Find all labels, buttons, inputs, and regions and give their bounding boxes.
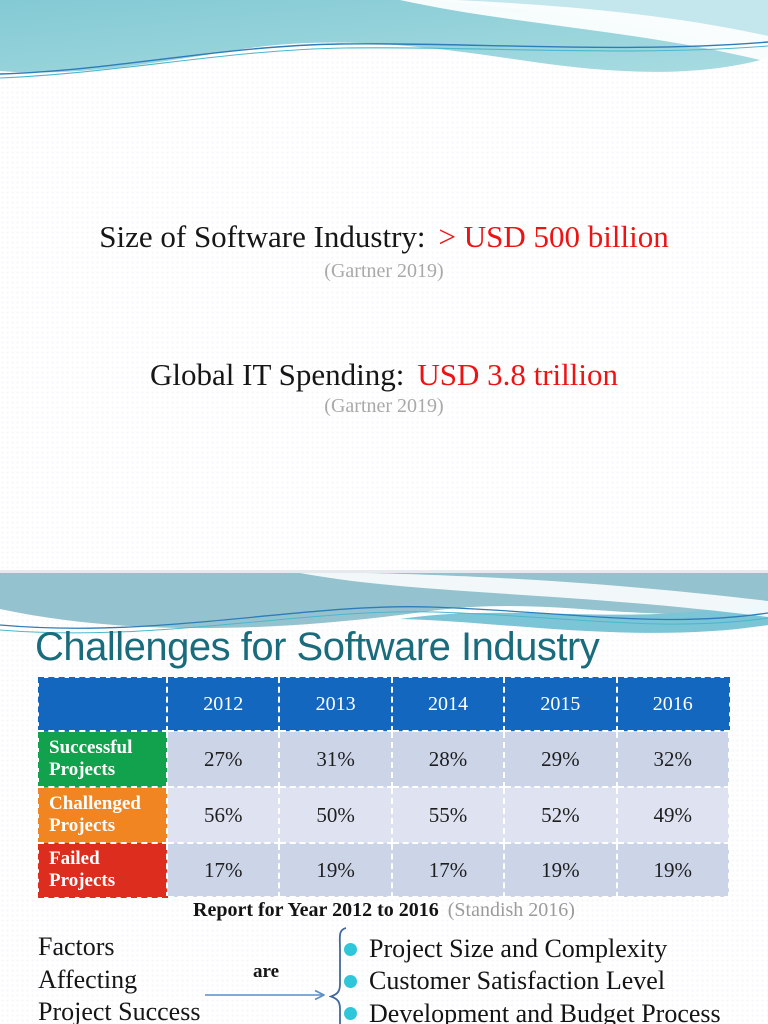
gartner-citation-2: (Gartner 2019)	[324, 395, 444, 417]
slide-separator	[0, 570, 768, 573]
table-header-row: 2012 2013 2014 2015 2016	[38, 677, 731, 732]
value-cell: 28%	[390, 730, 506, 788]
bullet-text: Development and Budget Process	[369, 998, 721, 1024]
factors-bullet-list: Project Size and Complexity Customer Sati…	[344, 933, 721, 1024]
industry-size-value: > USD 500 billion	[438, 219, 669, 254]
row-label-cell: Failed Projects	[38, 842, 168, 898]
value-cell: 31%	[278, 730, 393, 788]
bullet-text: Project Size and Complexity	[369, 934, 668, 964]
value-cell: 52%	[503, 786, 618, 844]
value-cell: 32%	[615, 730, 731, 788]
subject-line: Project Success	[38, 997, 201, 1024]
value-cell: 17%	[165, 842, 281, 898]
slide-2: Challenges for Software Industry 2012 201…	[0, 573, 768, 1024]
year-header-cell: 2015	[503, 677, 618, 732]
row-label-cell: Challenged Projects	[38, 786, 168, 844]
subject-line: Factors	[38, 932, 115, 961]
it-spending-headline: Global IT Spending: USD 3.8 trillion	[0, 356, 768, 394]
year-header-cell: 2016	[615, 677, 731, 732]
year-header-cell: 2013	[278, 677, 393, 732]
slide-title: Challenges for Software Industry	[35, 625, 600, 669]
table-row: Failed Projects 17% 19% 17% 19% 19%	[38, 842, 731, 898]
brace-icon	[329, 927, 347, 1024]
caption-text: Report for Year 2012 to 2016	[193, 899, 439, 921]
arrow-icon	[205, 989, 325, 1001]
industry-size-headline: Size of Software Industry: > USD 500 bil…	[0, 218, 768, 256]
value-cell: 19%	[615, 842, 731, 898]
value-cell: 56%	[165, 786, 281, 844]
row-label-cell: Successful Projects	[38, 730, 168, 788]
gartner-citation-1: (Gartner 2019)	[324, 260, 444, 282]
industry-size-label: Size of Software Industry:	[99, 219, 426, 254]
factors-subject: Factors Affecting Project Success	[38, 931, 200, 1024]
it-spending-label: Global IT Spending:	[150, 357, 405, 392]
table-row: Successful Projects 27% 31% 28% 29% 32%	[38, 730, 731, 788]
value-cell: 55%	[390, 786, 506, 844]
wave-decoration-slide1	[0, 0, 768, 79]
table-caption: Report for Year 2012 to 2016 (Standish 2…	[38, 899, 730, 922]
caption-source: (Standish 2016)	[447, 899, 575, 921]
bullet-icon	[344, 942, 357, 956]
slide-1: Size of Software Industry: > USD 500 bil…	[0, 0, 768, 570]
year-header-cell: 2014	[390, 677, 506, 732]
challenges-table: 2012 2013 2014 2015 2016 Successful Projects 2…	[38, 677, 731, 898]
bullet-icon	[344, 1007, 357, 1021]
list-item: Project Size and Complexity	[344, 933, 721, 965]
bullet-text: Customer Satisfaction Level	[369, 966, 666, 996]
value-cell: 19%	[278, 842, 393, 898]
wave-decoration-slide2	[0, 573, 768, 634]
value-cell: 29%	[503, 730, 618, 788]
year-header-cell: 2012	[165, 677, 281, 732]
value-cell: 17%	[390, 842, 506, 898]
table-corner-cell	[38, 677, 168, 732]
value-cell: 50%	[278, 786, 393, 844]
are-label: are	[252, 961, 280, 982]
list-item: Development and Budget Process	[344, 998, 721, 1024]
value-cell: 49%	[615, 786, 731, 844]
bullet-icon	[344, 974, 357, 988]
value-cell: 27%	[165, 730, 281, 788]
subject-line: Affecting	[38, 964, 138, 994]
list-item: Customer Satisfaction Level	[344, 965, 721, 997]
table-row: Challenged Projects 56% 50% 55% 52% 49%	[38, 786, 731, 844]
value-cell: 19%	[503, 842, 618, 898]
it-spending-value: USD 3.8 trillion	[417, 357, 618, 392]
